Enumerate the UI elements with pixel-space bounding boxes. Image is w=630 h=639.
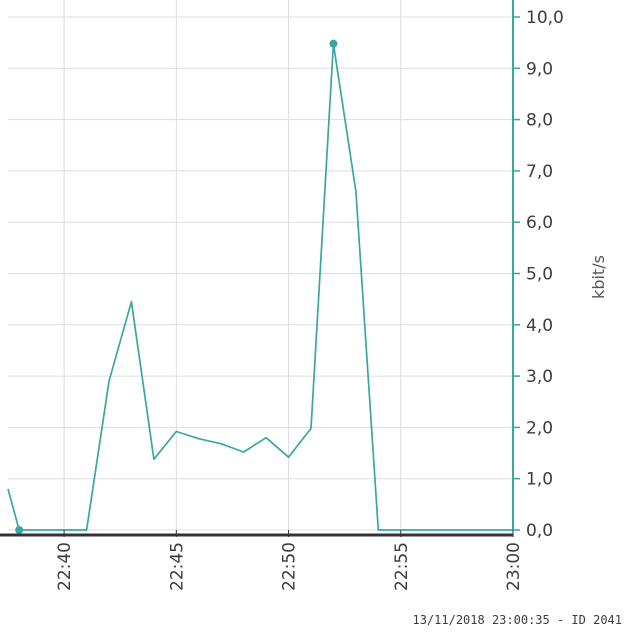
series-layer (7, 39, 513, 534)
footer-timestamp: 13/11/2018 23:00:35 - ID 2041 (412, 613, 622, 627)
y-tick-label: 10,0 (526, 8, 564, 28)
x-axis-ticks: 22:40 22:45 22:50 22:55 23:00 (0, 530, 524, 591)
y-tick-label: 6,0 (526, 213, 553, 233)
y-tick-label: 7,0 (526, 162, 553, 182)
series-line (7, 42, 513, 531)
data-point-marker (15, 526, 24, 534)
x-tick-label: 22:40 (55, 542, 75, 591)
y-axis-title: kbit/s (589, 255, 608, 299)
y-tick-label: 2,0 (526, 418, 553, 438)
y-tick-label: 3,0 (526, 367, 553, 387)
y-tick-label: 9,0 (526, 59, 553, 79)
grid (8, 0, 514, 531)
y-axis-ticks: 0,0 1,0 2,0 3,0 4,0 5,0 6,0 7,0 8,0 9,0 10,0 (512, 0, 564, 541)
x-tick-label: 22:50 (280, 542, 300, 591)
y-tick-label: 5,0 (526, 265, 553, 285)
y-tick-label: 0,0 (526, 521, 553, 541)
y-tick-label: 8,0 (526, 111, 553, 131)
data-point-marker (329, 39, 338, 48)
x-tick-label: 22:55 (392, 542, 412, 591)
x-tick-label: 22:45 (167, 542, 187, 591)
y-tick-label: 1,0 (526, 470, 553, 490)
y-tick-label: 4,0 (526, 316, 553, 336)
x-tick-label: 23:00 (504, 542, 524, 591)
